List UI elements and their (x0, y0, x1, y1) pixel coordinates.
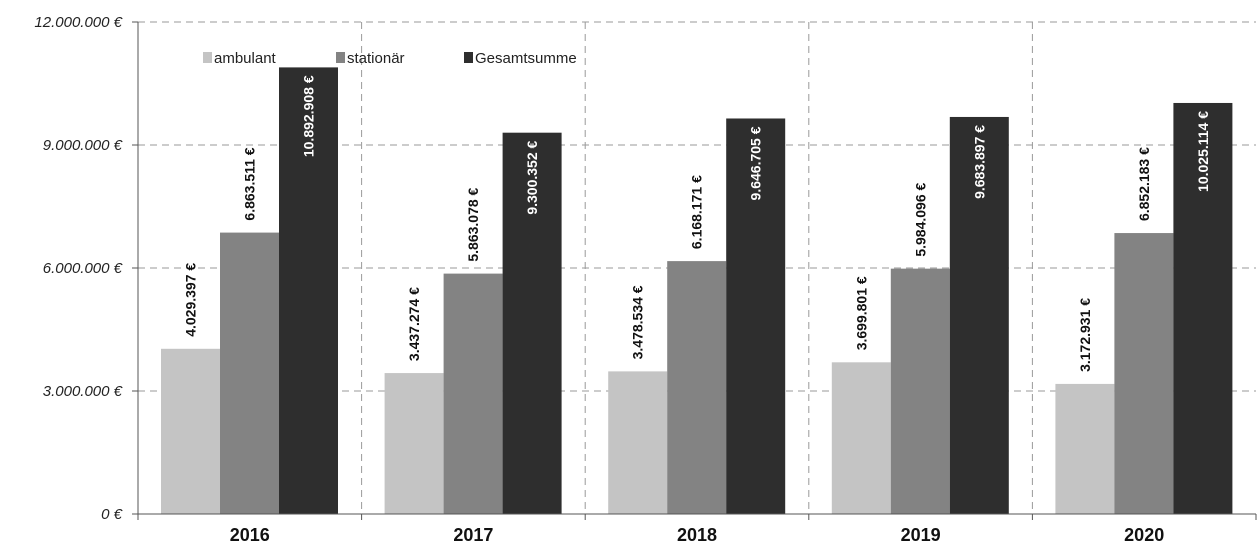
bar-ambulant-2018 (608, 371, 668, 514)
data-label: 3.699.801 € (853, 276, 869, 350)
y-tick-label: 9.000.000 € (43, 137, 123, 154)
y-tick-label: 6.000.000 € (43, 260, 123, 277)
legend-label: Gesamtsumme (475, 50, 577, 67)
x-tick-label: 2017 (453, 525, 493, 545)
bar-ambulant-2017 (384, 373, 444, 514)
legend-label: stationär (347, 50, 405, 67)
y-tick-label: 0 € (101, 506, 123, 523)
y-tick-label: 3.000.000 € (43, 383, 123, 400)
data-label: 3.478.534 € (630, 285, 646, 359)
data-label: 3.437.274 € (406, 287, 422, 361)
data-label: 9.683.897 € (971, 125, 987, 199)
data-label: 4.029.397 € (183, 263, 199, 337)
bar-stationär-2020 (1114, 233, 1174, 515)
bar-Gesamtsumme-2019 (949, 116, 1009, 515)
bar-layer (161, 67, 1233, 515)
bar-Gesamtsumme-2016 (279, 67, 338, 514)
legend-swatch (464, 52, 473, 63)
bar-Gesamtsumme-2017 (502, 132, 562, 515)
data-label-layer: 4.029.397 € 6.863.511 € 10.892.908 € 3.437.… (183, 75, 1211, 372)
bar-Gesamtsumme-2020 (1173, 102, 1233, 514)
data-label: 10.025.114 € (1195, 111, 1211, 192)
x-tick-label: 2016 (230, 525, 270, 545)
bar-ambulant-2019 (831, 362, 891, 514)
bar-Gesamtsumme-2018 (726, 118, 786, 514)
y-tick-label: 12.000.000 € (34, 14, 122, 31)
legend-label: ambulant (214, 50, 277, 67)
bar-stationär-2016 (220, 232, 279, 514)
legend-swatch (203, 52, 212, 63)
x-tick-label: 2020 (1124, 525, 1164, 545)
data-label: 6.168.171 € (689, 175, 705, 249)
bar-stationär-2019 (890, 268, 950, 514)
legend: ambulant stationär Gesamtsumme (203, 50, 577, 67)
x-tick-label: 2019 (901, 525, 941, 545)
bar-ambulant-2016 (161, 348, 220, 514)
data-label: 9.300.352 € (524, 140, 540, 214)
bar-stationär-2017 (443, 273, 503, 514)
data-label: 10.892.908 € (301, 75, 317, 157)
data-label: 3.172.931 € (1077, 298, 1093, 372)
data-label: 6.863.511 € (242, 147, 258, 220)
data-label: 9.646.705 € (748, 126, 764, 200)
axis-layer: 0 € 3.000.000 € 6.000.000 € 9.000.000 € 12.0… (34, 14, 1257, 545)
legend-swatch (336, 52, 345, 63)
data-label: 5.863.078 € (465, 187, 481, 261)
data-label: 5.984.096 € (912, 182, 928, 256)
bar-stationär-2018 (667, 261, 727, 514)
data-label: 6.852.183 € (1136, 147, 1152, 221)
x-tick-label: 2018 (677, 525, 717, 545)
bar-ambulant-2020 (1055, 383, 1115, 514)
